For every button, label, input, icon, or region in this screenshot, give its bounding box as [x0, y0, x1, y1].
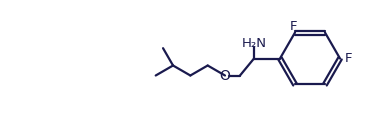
Text: F: F [345, 52, 352, 65]
Text: F: F [290, 19, 297, 33]
Text: H₂N: H₂N [242, 37, 266, 50]
Text: O: O [219, 68, 231, 83]
